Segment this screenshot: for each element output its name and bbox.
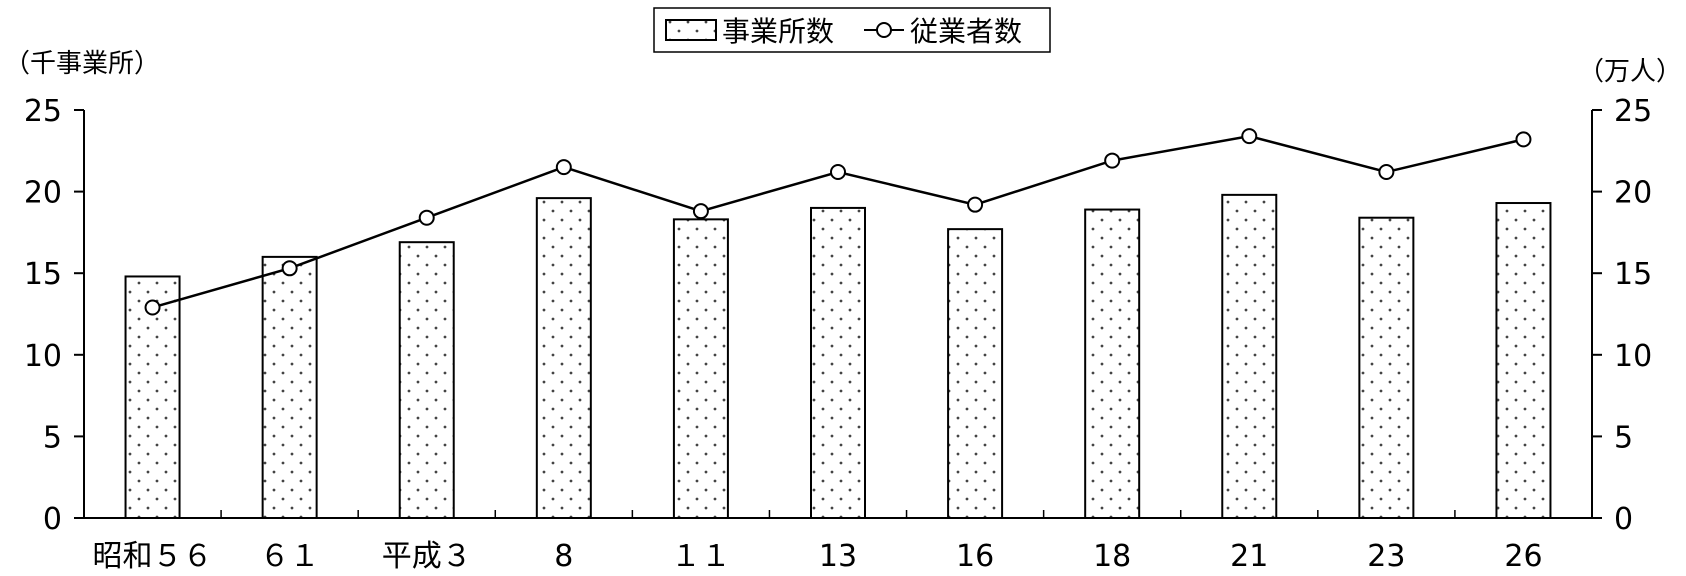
- left-axis-unit: （千事業所）: [4, 49, 160, 79]
- right-tick-label: 0: [1614, 502, 1633, 537]
- category-labels: 昭和５６ ６１ 平成３ 8 １１ 13 16 18 21 23 26: [93, 539, 1543, 574]
- right-tick-label: 15: [1614, 257, 1652, 292]
- left-tick-label: 5: [43, 420, 62, 455]
- category-label: 16: [956, 539, 994, 574]
- left-tick-label: 10: [24, 339, 62, 374]
- right-tick-label: 25: [1614, 94, 1652, 129]
- legend: 事業所数 従業者数: [653, 7, 1051, 53]
- right-tick-label: 5: [1614, 420, 1633, 455]
- category-label: 23: [1367, 539, 1405, 574]
- line-point: [144, 299, 161, 316]
- line-point: [967, 196, 984, 213]
- legend-line-marker: [876, 22, 892, 38]
- category-label: 8: [554, 539, 573, 574]
- bar: [1221, 193, 1278, 519]
- left-tick-label: 20: [24, 176, 62, 211]
- line-point: [1515, 131, 1532, 148]
- bar: [1084, 208, 1141, 519]
- right-tick-label: 10: [1614, 339, 1652, 374]
- right-axis-unit: （万人）: [1578, 57, 1682, 87]
- legend-bar-label: 事業所数: [722, 15, 834, 48]
- bar: [947, 228, 1004, 520]
- bar: [810, 206, 866, 519]
- left-tick-label: 0: [43, 502, 62, 537]
- bar: [672, 218, 729, 519]
- bar: [261, 255, 318, 519]
- line-point: [555, 159, 572, 176]
- category-label: 平成３: [382, 539, 472, 574]
- bar: [398, 241, 455, 520]
- line-point: [418, 209, 435, 226]
- legend-line-label: 従業者数: [910, 15, 1022, 48]
- category-label: 昭和５６: [93, 539, 213, 574]
- category-label: １１: [671, 539, 731, 574]
- legend-bar-swatch: [665, 19, 717, 41]
- line-point: [1378, 164, 1395, 181]
- x-axis-ticks: [220, 510, 1456, 518]
- category-label: 21: [1230, 539, 1268, 574]
- right-axis-ticks: 0 5 10 15 20 25: [1592, 94, 1652, 537]
- category-label: 18: [1093, 539, 1131, 574]
- line-point: [692, 203, 709, 220]
- left-axis-ticks: 0 5 10 15 20 25: [24, 94, 84, 537]
- category-label: ６１: [260, 539, 320, 574]
- bar: [1358, 216, 1415, 519]
- bar: [1495, 202, 1552, 520]
- category-label: 13: [819, 539, 857, 574]
- line-series: [144, 128, 1532, 316]
- bar: [124, 275, 181, 519]
- legend-box: [653, 7, 1051, 53]
- line-point: [1104, 152, 1121, 169]
- line-point: [1241, 128, 1258, 145]
- bar: [535, 197, 592, 520]
- left-tick-label: 15: [24, 257, 62, 292]
- line-point: [281, 260, 298, 277]
- right-tick-label: 20: [1614, 176, 1652, 211]
- line-point: [830, 164, 846, 181]
- category-label: 26: [1504, 539, 1542, 574]
- left-tick-label: 25: [24, 94, 62, 129]
- bar-series: [124, 193, 1552, 520]
